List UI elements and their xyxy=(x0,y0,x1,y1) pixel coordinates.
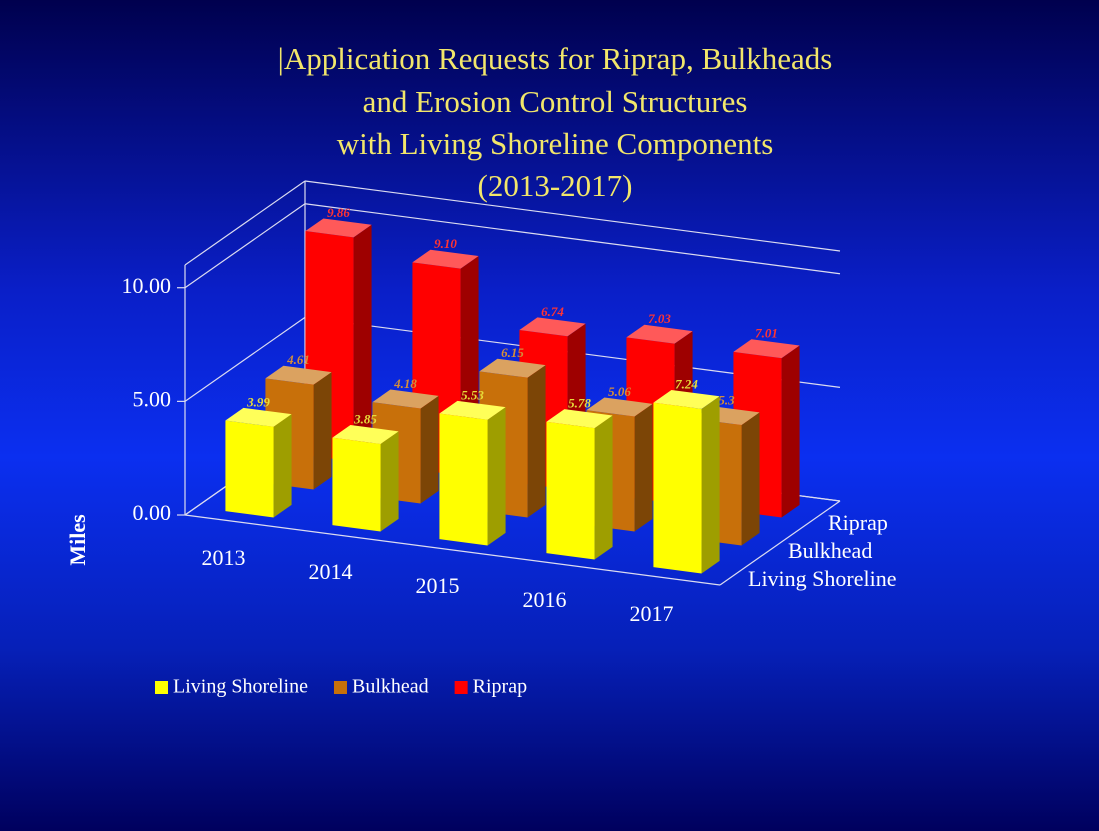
bar-top xyxy=(586,397,653,417)
legend-swatch xyxy=(155,681,168,694)
grid-line xyxy=(304,203,841,275)
axis-line xyxy=(184,180,306,266)
bar-side xyxy=(527,365,546,518)
legend-swatch xyxy=(333,681,347,694)
depth-tick-label: Living Shoreline xyxy=(748,566,896,591)
bar-top xyxy=(265,365,332,385)
depth-tick-label: Bulkhead xyxy=(788,538,872,563)
depth-tick-label: Riprap xyxy=(828,510,888,535)
bar-top xyxy=(372,389,439,409)
y-axis-label: Miles xyxy=(65,514,90,566)
legend-label: Riprap xyxy=(473,676,527,698)
value-label: 7.03 xyxy=(648,311,671,326)
bar-side xyxy=(273,414,292,518)
legend-label: Bulkhead xyxy=(352,676,429,698)
value-label: 3.85 xyxy=(353,411,377,426)
chart-title: and Erosion Control Structures xyxy=(363,84,748,119)
bar-top xyxy=(546,409,613,429)
bar-top xyxy=(439,400,506,420)
axis-line xyxy=(719,500,841,586)
bar-side xyxy=(701,396,720,574)
y-tick-label: 0.00 xyxy=(133,500,172,525)
bar-side xyxy=(353,224,372,462)
bar-side xyxy=(420,395,439,504)
bar-top xyxy=(733,339,800,359)
chart-title: (2013-2017) xyxy=(478,168,633,203)
bar-top xyxy=(479,358,546,378)
bar xyxy=(546,421,595,560)
bar-top xyxy=(653,390,720,409)
bar-side xyxy=(781,345,800,518)
grid-line xyxy=(184,316,306,402)
x-tick-label: 2017 xyxy=(630,601,674,626)
value-label: 4.18 xyxy=(393,376,417,391)
value-label: 5.06 xyxy=(608,384,631,399)
bar-top xyxy=(305,218,372,238)
value-label: 5.3 xyxy=(718,393,735,408)
value-label: 9.10 xyxy=(434,236,457,251)
value-label: 6.15 xyxy=(501,345,524,360)
x-tick-label: 2014 xyxy=(309,559,353,584)
x-tick-label: 2015 xyxy=(416,573,460,598)
bar xyxy=(439,413,488,546)
bar-side xyxy=(634,403,653,532)
bar-top xyxy=(626,324,693,344)
value-label: 7.24 xyxy=(675,376,698,391)
bar-side xyxy=(594,415,613,560)
bar-top xyxy=(225,407,292,427)
grid-line xyxy=(184,203,306,289)
value-label: 9.86 xyxy=(327,205,350,220)
bar-side xyxy=(313,372,332,490)
value-label: 5.53 xyxy=(461,387,484,402)
y-tick-label: 5.00 xyxy=(133,386,172,411)
value-label: 5.78 xyxy=(568,396,591,411)
bar xyxy=(332,437,381,532)
axis-line xyxy=(184,514,721,586)
bar-side xyxy=(487,407,506,546)
x-tick-label: 2013 xyxy=(202,545,246,570)
y-tick-label: 10.00 xyxy=(122,273,172,298)
bar xyxy=(225,420,274,518)
bar-top xyxy=(519,317,586,337)
axis-line xyxy=(304,180,841,252)
value-label: 3.99 xyxy=(246,394,270,409)
chart-title: with Living Shoreline Components xyxy=(337,126,774,161)
chart-title: |Application Requests for Riprap, Bulkhe… xyxy=(278,41,833,76)
bar xyxy=(653,402,702,574)
value-label: 6.74 xyxy=(541,304,564,319)
bar-side xyxy=(380,431,399,532)
bar-side xyxy=(741,412,760,546)
bar-top xyxy=(412,249,479,269)
legend-swatch xyxy=(454,681,468,694)
value-label: 7.01 xyxy=(755,326,778,341)
value-label: 4.61 xyxy=(286,352,310,367)
legend-label: Living Shoreline xyxy=(173,676,308,698)
x-tick-label: 2016 xyxy=(523,587,567,612)
bar-top xyxy=(332,425,399,444)
